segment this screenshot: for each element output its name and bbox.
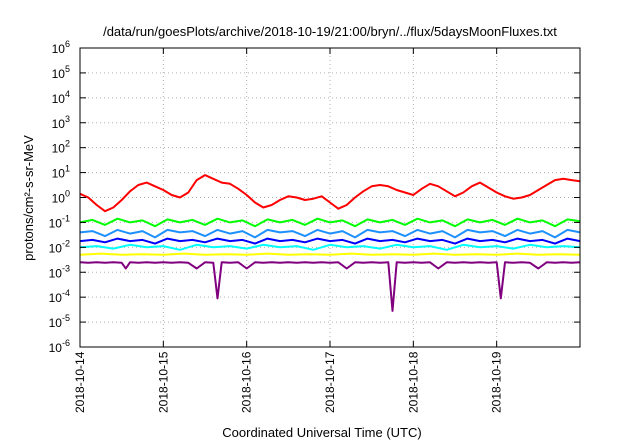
x-axis-label: Coordinated Universal Time (UTC) [222, 425, 421, 440]
y-tick-exponent: -1 [62, 213, 70, 223]
y-tick-base: 10 [49, 316, 63, 330]
series-line-4 [79, 228, 581, 239]
y-tick-label: 10-5 [49, 313, 70, 330]
y-tick-label: 10-2 [49, 238, 70, 255]
y-tick-exponent: 4 [65, 89, 70, 99]
y-tick-label: 106 [52, 39, 70, 56]
x-tick-label: 2018-10-17 [323, 351, 337, 413]
y-tick-label: 105 [52, 64, 70, 81]
x-tick-label: 2018-10-18 [406, 351, 420, 413]
y-tick-base: 10 [49, 216, 63, 230]
x-tick-label: 2018-10-14 [73, 351, 87, 413]
y-tick-label: 104 [52, 89, 70, 106]
series-line-3 [79, 237, 581, 245]
x-axis-ticks: 2018-10-14 2018-10-15 2018-10-16 2018-10-17… [73, 48, 504, 413]
y-tick-base: 10 [52, 142, 66, 156]
y-tick-exponent: 2 [65, 139, 70, 149]
y-axis-label: protons/cm²-s-sr-MeV [21, 135, 36, 261]
y-tick-base: 10 [52, 117, 66, 131]
series-layer [79, 174, 581, 312]
y-tick-exponent: -4 [62, 288, 70, 298]
chart-title: /data/run/goesPlots/archive/2018-10-19/2… [103, 24, 557, 39]
y-tick-label: 100 [52, 189, 70, 206]
y-tick-base: 10 [49, 266, 63, 280]
y-tick-base: 10 [52, 42, 66, 56]
y-tick-base: 10 [52, 167, 66, 181]
y-tick-exponent: 6 [65, 39, 70, 49]
x-tick-label: 2018-10-15 [156, 351, 170, 413]
series-line-2 [79, 243, 581, 251]
y-tick-exponent: 0 [65, 189, 70, 199]
y-axis-ticks: 10-610-510-410-310-210-11001011021031041… [49, 39, 580, 355]
y-tick-exponent: -5 [62, 313, 70, 323]
y-tick-label: 10-6 [49, 338, 70, 355]
x-tick-label: 2018-10-19 [490, 351, 504, 413]
series-line-5 [79, 217, 581, 228]
y-tick-base: 10 [52, 67, 66, 81]
y-tick-exponent: 1 [65, 164, 70, 174]
y-tick-exponent: -6 [62, 338, 70, 348]
series-line-1 [79, 252, 581, 256]
y-tick-label: 10-4 [49, 288, 70, 305]
grid [80, 48, 580, 347]
y-tick-base: 10 [52, 192, 66, 206]
y-tick-base: 10 [49, 241, 63, 255]
y-tick-label: 101 [52, 164, 70, 181]
y-tick-label: 102 [52, 139, 70, 156]
series-line-6 [79, 174, 581, 213]
y-tick-base: 10 [49, 291, 63, 305]
y-tick-base: 10 [52, 92, 66, 106]
y-tick-label: 10-3 [49, 263, 70, 280]
y-tick-label: 103 [52, 114, 70, 131]
y-tick-base: 10 [49, 341, 63, 355]
y-tick-exponent: -2 [62, 238, 70, 248]
y-tick-exponent: -3 [62, 263, 70, 273]
y-tick-exponent: 3 [65, 114, 70, 124]
series-line-0 [79, 261, 581, 312]
y-tick-exponent: 5 [65, 64, 70, 74]
y-tick-label: 10-1 [49, 213, 70, 230]
x-tick-label: 2018-10-16 [240, 351, 254, 413]
